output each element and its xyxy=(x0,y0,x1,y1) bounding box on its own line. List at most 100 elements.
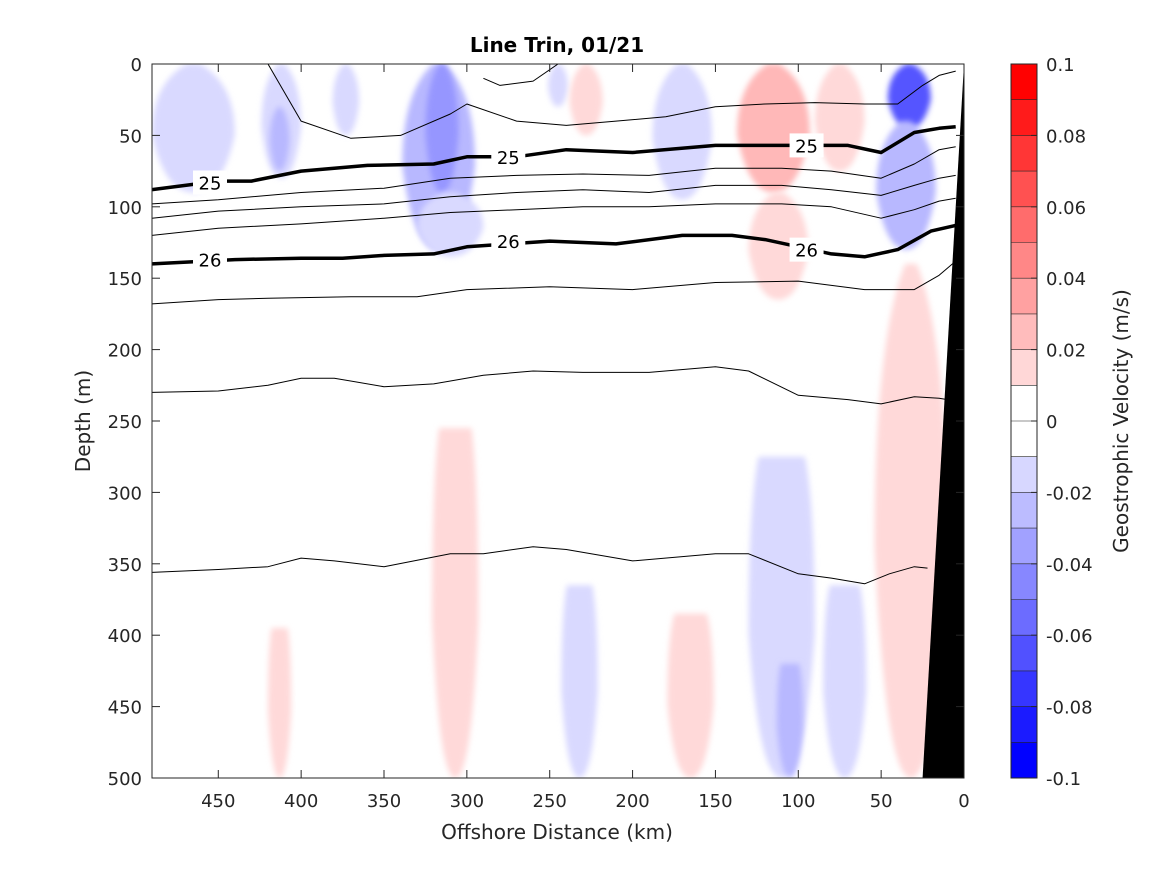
contour-labels: 25 25 25 26 26 26 xyxy=(193,133,824,272)
colorbar-swatch xyxy=(1011,64,1037,101)
contour-label-bg xyxy=(491,144,526,169)
velocity-patch xyxy=(823,585,867,778)
colorbar-tick-label: 0.1 xyxy=(1046,55,1075,76)
colorbar-tick-label: -0.02 xyxy=(1046,483,1093,504)
colorbar-swatch xyxy=(1011,492,1037,529)
velocity-patch xyxy=(667,613,714,778)
y-tick-label: 350 xyxy=(108,555,142,576)
y-axis-label: Depth (m) xyxy=(71,370,95,472)
contour-label: 25 xyxy=(497,148,520,169)
x-tick-label: 150 xyxy=(698,791,732,812)
contour-label: 25 xyxy=(199,174,222,195)
x-tick-label: 300 xyxy=(450,791,484,812)
contour-label: 26 xyxy=(795,241,818,262)
colorbar-tick-label: 0.06 xyxy=(1046,198,1086,219)
contour-label: 25 xyxy=(795,136,818,157)
colorbar-swatch xyxy=(1011,385,1037,422)
colorbar: 0.1 0.08 0.06 0.04 0.02 0 -0.02 -0.04 -0.06 -0.08… xyxy=(1010,55,1093,790)
colorbar-tick-label: 0.04 xyxy=(1046,269,1086,290)
colorbar-swatch xyxy=(1011,456,1037,493)
colorbar-swatch xyxy=(1011,670,1037,708)
isopycnal-line xyxy=(152,366,956,405)
colorbar-tick-label: -0.04 xyxy=(1046,555,1093,576)
velocity-patch xyxy=(876,121,936,250)
colorbar-tick-label: -0.08 xyxy=(1046,698,1093,719)
velocity-patch xyxy=(417,192,484,257)
y-tick-label: 150 xyxy=(108,269,142,290)
isopycnal-line xyxy=(483,64,559,86)
contour-label: 26 xyxy=(199,251,222,272)
x-tick-label: 200 xyxy=(615,791,649,812)
x-tick-label: 250 xyxy=(533,791,567,812)
y-tick-label: 250 xyxy=(108,412,142,433)
y-axis: 0 50 100 150 200 250 300 350 400 450 500 xyxy=(108,55,964,790)
x-tick-label: 450 xyxy=(201,791,235,812)
velocity-patch xyxy=(332,64,360,136)
colorbar-swatch xyxy=(1011,242,1037,279)
colorbar-swatch xyxy=(1011,599,1037,636)
velocity-patch xyxy=(268,628,292,778)
velocity-patch xyxy=(652,64,713,200)
shelf-bathymetry xyxy=(922,64,964,778)
colorbar-swatch xyxy=(1011,706,1037,743)
velocity-patch xyxy=(874,263,948,778)
y-tick-label: 500 xyxy=(108,769,142,790)
colorbar-swatch xyxy=(1011,635,1037,672)
y-tick-label: 100 xyxy=(108,198,142,219)
isopycnal-line xyxy=(267,64,956,139)
y-tick-label: 0 xyxy=(131,55,142,76)
x-tick-label: 350 xyxy=(367,791,401,812)
velocity-field xyxy=(152,64,948,778)
colorbar-tick-label: -0.06 xyxy=(1046,626,1093,647)
y-tick-label: 200 xyxy=(108,341,142,362)
velocity-patch xyxy=(748,192,809,300)
colorbar-tick-label: 0 xyxy=(1046,412,1057,433)
colorbar-swatch xyxy=(1011,171,1037,208)
contour-label: 26 xyxy=(497,232,520,253)
velocity-patch xyxy=(569,64,603,136)
velocity-patch xyxy=(736,64,810,193)
colorbar-swatch xyxy=(1011,349,1037,386)
y-tick-label: 450 xyxy=(108,698,142,719)
velocity-patch xyxy=(776,663,804,778)
y-tick-label: 400 xyxy=(108,626,142,647)
contour-label-bg xyxy=(193,247,227,272)
colorbar-swatch xyxy=(1011,278,1037,315)
colorbar-swatch xyxy=(1011,421,1037,458)
contour-label-bg xyxy=(789,237,824,262)
density-contours xyxy=(152,64,957,585)
x-tick-label: 50 xyxy=(870,791,893,812)
colorbar-swatch xyxy=(1011,206,1037,243)
contour-label-bg xyxy=(193,170,227,195)
isopycnal-line xyxy=(152,174,956,219)
x-axis-label: Offshore Distance (km) xyxy=(441,820,673,844)
velocity-patch xyxy=(432,428,479,778)
colorbar-swatch xyxy=(1011,528,1037,565)
contour-label-bg xyxy=(491,229,526,254)
chart-title: Line Trin, 01/21 xyxy=(470,33,644,57)
velocity-patch xyxy=(152,64,235,193)
colorbar-label: Geostrophic Velocity (m/s) xyxy=(1109,289,1133,553)
isopycnal-line-26 xyxy=(152,223,957,266)
colorbar-tick-label: -0.1 xyxy=(1046,769,1081,790)
velocity-patch xyxy=(561,585,598,778)
y-tick-label: 300 xyxy=(108,483,142,504)
velocity-patch xyxy=(548,64,568,107)
y-tick-label: 50 xyxy=(119,126,142,147)
colorbar-swatch xyxy=(1011,742,1037,779)
colorbar-swatch xyxy=(1011,135,1037,172)
isopycnal-line xyxy=(152,146,956,205)
colorbar-swatch xyxy=(1011,99,1037,136)
isopycnal-line xyxy=(152,546,928,585)
isopycnal-line xyxy=(152,260,957,305)
x-tick-label: 0 xyxy=(958,791,969,812)
x-tick-label: 100 xyxy=(781,791,815,812)
velocity-patch xyxy=(269,106,290,172)
colorbar-swatch xyxy=(1011,313,1037,351)
colorbar-tick-label: 0.08 xyxy=(1046,126,1086,147)
colorbar-swatch xyxy=(1011,563,1037,600)
velocity-patch xyxy=(887,64,931,129)
x-tick-label: 400 xyxy=(284,791,318,812)
colorbar-tick-label: 0.02 xyxy=(1046,341,1086,362)
